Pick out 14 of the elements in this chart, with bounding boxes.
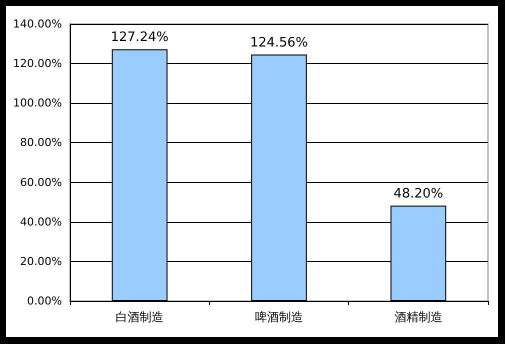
y-tick-label: 0.00% bbox=[27, 294, 62, 308]
data-label: 127.24% bbox=[110, 30, 169, 46]
x-tick-label: 白酒制造 bbox=[116, 310, 164, 324]
y-tick-label: 100.00% bbox=[13, 96, 62, 110]
y-tick-label: 20.00% bbox=[20, 254, 62, 268]
data-label: 124.56% bbox=[250, 36, 308, 51]
data-label: 48.20% bbox=[394, 186, 444, 202]
y-tick-label: 60.00% bbox=[20, 176, 62, 189]
x-tick-label: 啤酒制造 bbox=[255, 310, 303, 324]
y-tick-label: 120.00% bbox=[13, 57, 62, 70]
y-tick-label: 80.00% bbox=[20, 136, 62, 150]
y-tick-label: 140.00% bbox=[13, 18, 62, 30]
y-tick-label: 40.00% bbox=[20, 215, 62, 228]
x-tick-label: 酒精制造 bbox=[394, 310, 442, 324]
